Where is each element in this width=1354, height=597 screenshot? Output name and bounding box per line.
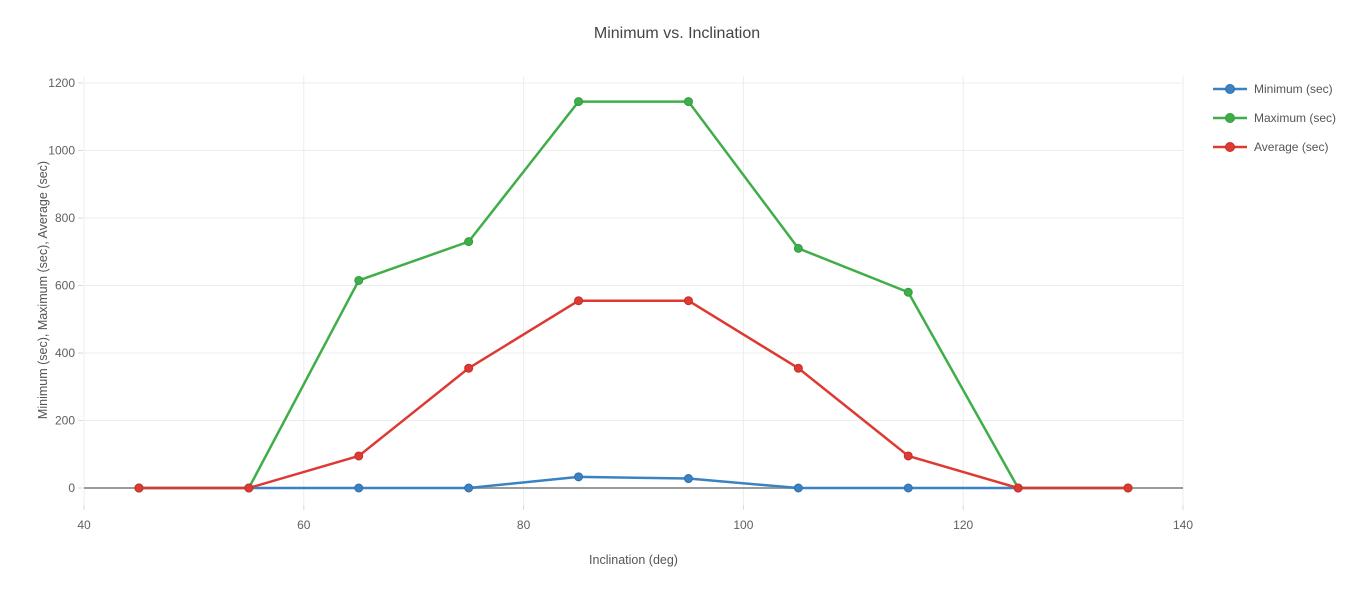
data-point-average-sec[interactable] [354, 451, 364, 461]
data-point-average-sec[interactable] [903, 451, 913, 461]
data-point-average-sec[interactable] [1013, 483, 1023, 493]
data-point-maximum-sec[interactable] [793, 243, 803, 253]
x-tick-label: 120 [953, 518, 973, 532]
legend-item-minimum-sec[interactable]: Minimum (sec) [1213, 79, 1353, 99]
data-point-minimum-sec[interactable] [464, 483, 474, 493]
series-line-average-sec [137, 299, 1130, 490]
data-point-maximum-sec[interactable] [574, 97, 584, 107]
data-point-minimum-sec[interactable] [354, 483, 364, 493]
data-point-average-sec[interactable] [464, 363, 474, 373]
x-tick-label: 140 [1173, 518, 1193, 532]
data-point-maximum-sec[interactable] [903, 287, 913, 297]
legend: Minimum (sec) Maximum (sec) Average (sec) [1213, 79, 1353, 166]
data-point-maximum-sec[interactable] [464, 237, 474, 247]
y-tick-label: 1000 [48, 144, 75, 158]
legend-swatch-minimum-sec [1213, 84, 1247, 94]
series-line-minimum-sec [137, 475, 1130, 490]
data-point-average-sec[interactable] [1123, 483, 1133, 493]
legend-label-maximum-sec: Maximum (sec) [1254, 111, 1337, 125]
x-axis-title: Inclination (deg) [589, 553, 678, 567]
series-line-maximum-sec [137, 100, 1130, 490]
legend-item-average-sec[interactable]: Average (sec) [1213, 137, 1353, 157]
y-tick-label: 200 [55, 414, 75, 428]
data-point-average-sec[interactable] [683, 296, 693, 306]
y-tick-label: 600 [55, 279, 75, 293]
data-point-minimum-sec[interactable] [793, 483, 803, 493]
data-point-average-sec[interactable] [134, 483, 144, 493]
x-tick-label: 100 [733, 518, 753, 532]
data-point-minimum-sec[interactable] [683, 474, 693, 484]
legend-label-average-sec: Average (sec) [1254, 140, 1329, 154]
y-tick-label: 1200 [48, 76, 75, 90]
data-point-minimum-sec[interactable] [903, 483, 913, 493]
legend-swatch-average-sec [1213, 142, 1247, 152]
data-point-average-sec[interactable] [793, 363, 803, 373]
legend-item-maximum-sec[interactable]: Maximum (sec) [1213, 108, 1353, 128]
data-point-maximum-sec[interactable] [354, 275, 364, 285]
y-tick-label: 800 [55, 211, 75, 225]
data-point-average-sec[interactable] [244, 483, 254, 493]
y-tick-label: 400 [55, 346, 75, 360]
x-tick-label: 60 [297, 518, 311, 532]
y-axis-title: Minimum (sec), Maximum (sec), Average (s… [36, 160, 50, 420]
x-tick-label: 80 [517, 518, 531, 532]
chart-title: Minimum vs. Inclination [593, 25, 761, 42]
data-point-average-sec[interactable] [574, 296, 584, 306]
data-point-maximum-sec[interactable] [683, 97, 693, 107]
data-point-minimum-sec[interactable] [574, 472, 584, 482]
x-tick-label: 40 [77, 518, 91, 532]
legend-label-minimum-sec: Minimum (sec) [1254, 82, 1333, 96]
y-tick-label: 0 [68, 481, 75, 495]
legend-swatch-maximum-sec [1213, 113, 1247, 123]
